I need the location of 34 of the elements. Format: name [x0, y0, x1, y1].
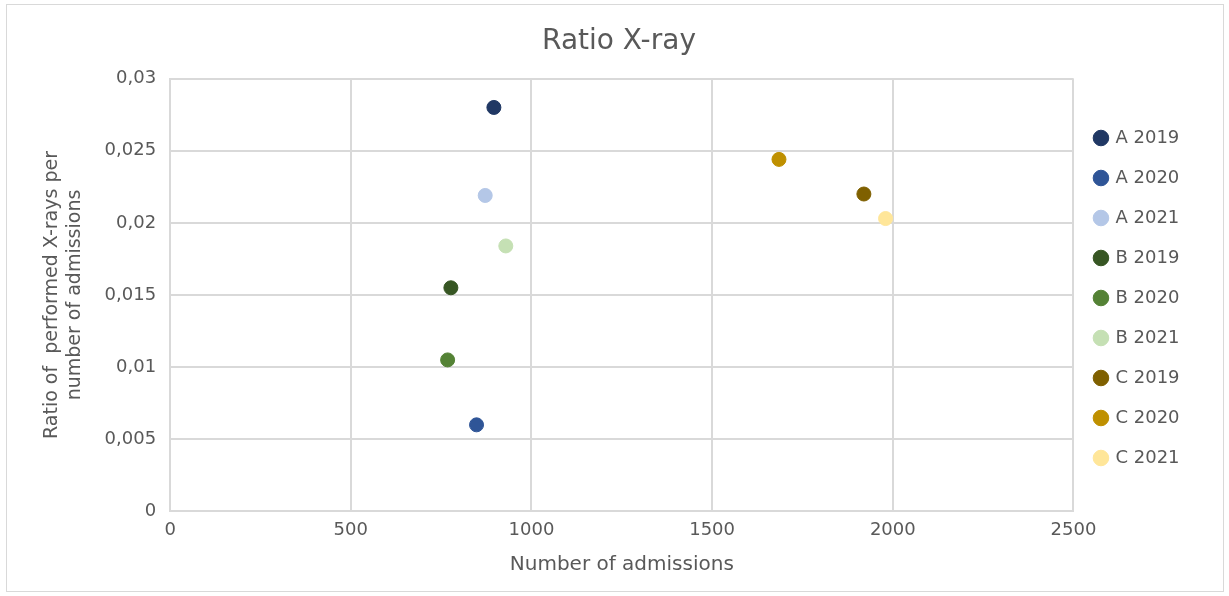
y-tick-label: 0,03 [116, 66, 157, 88]
x-tick-label: 500 [333, 517, 368, 539]
point [443, 280, 459, 296]
chart-title: Ratio X-ray [542, 23, 696, 57]
legend-label: A 2019 [1115, 125, 1191, 147]
y-axis-title: Ratio of performed X-rays per number of admissions [39, 150, 85, 439]
point [498, 238, 514, 254]
x-axis-title: Number of admissions [509, 551, 734, 576]
x-tick-label: 2500 [1050, 517, 1097, 539]
point [771, 151, 787, 167]
x-tick-label: 1500 [689, 517, 736, 539]
y-tick-label: 0 [144, 499, 157, 521]
y-tick-label: 0,015 [104, 282, 157, 304]
point [878, 211, 894, 227]
legend-label: C 2019 [1115, 365, 1191, 387]
x-tick-label: 1000 [508, 517, 555, 539]
legend-label: A 2021 [1115, 205, 1191, 227]
y-tick-label: 0,01 [116, 354, 157, 376]
y-tick-label: 0,02 [116, 210, 157, 232]
y-tick-label: 0,005 [104, 426, 157, 448]
legend-label: B 2019 [1115, 245, 1191, 267]
legend-label: B 2020 [1115, 285, 1191, 307]
point [469, 417, 485, 433]
legend-label: B 2021 [1115, 325, 1191, 347]
legend-label: A 2020 [1115, 165, 1191, 187]
point [440, 352, 456, 368]
point [486, 99, 502, 115]
point [856, 186, 872, 202]
y-tick-label: 0,025 [104, 138, 157, 160]
point [477, 187, 493, 203]
x-tick-label: 2000 [869, 517, 916, 539]
legend-label: C 2020 [1115, 405, 1191, 427]
x-tick-label: 0 [164, 517, 176, 539]
legend-label: C 2021 [1115, 445, 1191, 467]
